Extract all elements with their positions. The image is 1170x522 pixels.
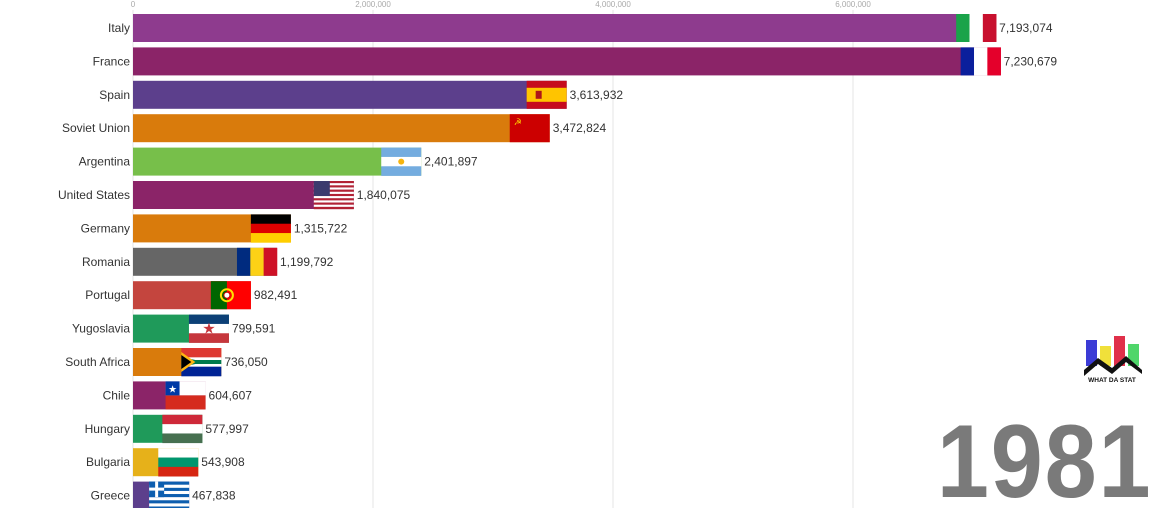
category-label: Bulgaria <box>86 455 130 469</box>
argentina-flag-icon <box>381 148 421 176</box>
bar <box>133 14 996 42</box>
germany-flag-icon <box>251 214 291 242</box>
yugoslavia-flag-icon: ★ <box>189 315 229 343</box>
south-africa-flag-icon <box>181 348 221 376</box>
x-tick-label: 2,000,000 <box>355 0 391 9</box>
greece-flag-icon <box>149 482 189 508</box>
svg-text:★: ★ <box>202 321 215 338</box>
value-label: 1,840,075 <box>357 188 411 202</box>
category-label: Yugoslavia <box>72 322 130 336</box>
value-label: 7,193,074 <box>999 21 1053 35</box>
spain-flag-icon <box>527 81 567 109</box>
value-label: 2,401,897 <box>424 155 478 169</box>
category-label: Soviet Union <box>62 121 130 135</box>
soviet-union-flag-icon: ☭ <box>510 114 550 142</box>
category-label: Romania <box>82 255 130 269</box>
france-flag-icon <box>961 47 1001 75</box>
category-label: France <box>93 54 131 68</box>
category-label: Greece <box>91 489 131 503</box>
category-label: Chile <box>103 388 131 402</box>
value-label: 1,199,792 <box>280 255 334 269</box>
bar <box>133 148 421 176</box>
svg-text:☭: ☭ <box>514 117 522 127</box>
united-states-flag-icon <box>314 181 354 209</box>
category-label: Spain <box>99 88 130 102</box>
x-tick-label: 4,000,000 <box>595 0 631 9</box>
value-label: 736,050 <box>224 355 268 369</box>
value-label: 799,591 <box>232 322 276 336</box>
category-label: Germany <box>81 221 130 235</box>
value-label: 467,838 <box>192 489 236 503</box>
bar <box>133 114 550 142</box>
bar <box>133 81 567 109</box>
chile-flag-icon: ★ <box>166 381 206 409</box>
value-label: 3,472,824 <box>553 121 607 135</box>
year-label: 1981 <box>937 403 1152 522</box>
value-label: 543,908 <box>201 455 245 469</box>
bar <box>133 47 1001 75</box>
category-label: Argentina <box>79 155 131 169</box>
category-label: Hungary <box>85 422 130 436</box>
romania-flag-icon <box>237 248 277 276</box>
x-tick-label: 6,000,000 <box>835 0 871 9</box>
value-label: 982,491 <box>254 288 298 302</box>
category-label: United States <box>58 188 130 202</box>
italy-flag-icon <box>956 14 996 42</box>
value-label: 1,315,722 <box>294 221 348 235</box>
category-label: Italy <box>108 21 130 35</box>
category-label: Portugal <box>85 288 130 302</box>
portugal-flag-icon <box>211 281 251 309</box>
bulgaria-flag-icon <box>158 448 198 476</box>
what-da-stat-logo: WHAT DA STAT <box>1080 332 1144 384</box>
category-label: South Africa <box>65 355 130 369</box>
x-tick-label: 0 <box>131 0 136 9</box>
svg-text:WHAT DA STAT: WHAT DA STAT <box>1088 377 1136 384</box>
value-label: 7,230,679 <box>1004 54 1058 68</box>
hungary-flag-icon <box>162 415 202 443</box>
value-label: 604,607 <box>209 388 253 402</box>
value-label: 3,613,932 <box>570 88 624 102</box>
value-label: 577,997 <box>205 422 249 436</box>
svg-text:★: ★ <box>168 384 177 395</box>
